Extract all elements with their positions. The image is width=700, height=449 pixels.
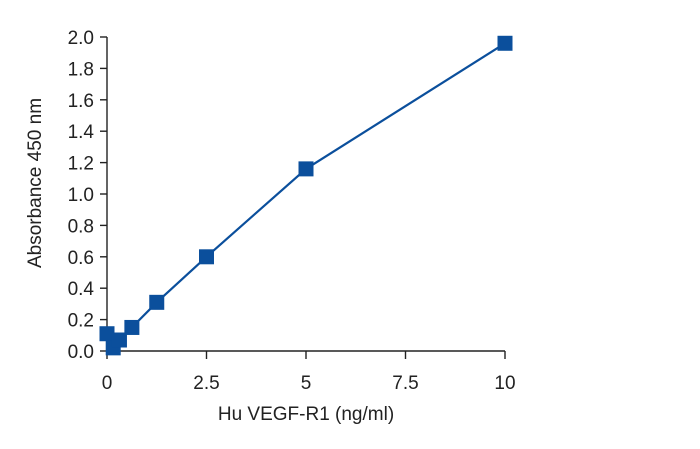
y-axis-title: Absorbance 450 nm bbox=[25, 98, 46, 268]
data-point-marker bbox=[99, 326, 115, 342]
x-tick-label: 7.5 bbox=[392, 373, 418, 394]
y-tick-label: 0.4 bbox=[68, 279, 95, 300]
x-ticks: 0 2.5 5 7.5 10 bbox=[102, 351, 516, 394]
x-tick-label: 10 bbox=[494, 373, 515, 394]
data-point-marker bbox=[111, 332, 127, 348]
y-tick-label: 0.2 bbox=[68, 311, 94, 332]
data-point-marker bbox=[149, 294, 165, 310]
y-tick-label: 1.6 bbox=[68, 91, 94, 112]
y-tick-label: 1.2 bbox=[68, 154, 94, 175]
y-tick-label: 0.0 bbox=[68, 342, 94, 363]
y-axis: 0.0 0.2 0.4 0.6 0.8 1.0 1.2 1.4 1.6 1.8 2.0 bbox=[68, 28, 108, 363]
y-tick-label: 0.8 bbox=[68, 216, 94, 237]
y-tick-label: 1.8 bbox=[68, 59, 94, 80]
series-layer bbox=[99, 35, 513, 356]
x-tick-label: 0 bbox=[102, 373, 113, 394]
y-tick-label: 1.0 bbox=[68, 185, 94, 206]
y-tick-label: 1.4 bbox=[68, 122, 95, 143]
data-point-marker bbox=[298, 161, 314, 177]
y-tick-label: 0.6 bbox=[68, 248, 94, 269]
y-ticks: 0.0 0.2 0.4 0.6 0.8 1.0 1.2 1.4 1.6 1.8 2.0 bbox=[68, 28, 107, 363]
data-point-marker bbox=[124, 319, 140, 335]
x-tick-label: 2.5 bbox=[193, 373, 219, 394]
x-axis: 0 2.5 5 7.5 10 bbox=[102, 350, 516, 394]
x-axis-title: Hu VEGF-R1 (ng/ml) bbox=[218, 404, 394, 425]
data-point-marker bbox=[497, 35, 513, 51]
series-line bbox=[105, 42, 506, 351]
data-point-marker bbox=[199, 249, 214, 265]
y-tick-label: 2.0 bbox=[68, 28, 94, 49]
x-tick-label: 5 bbox=[301, 373, 312, 394]
